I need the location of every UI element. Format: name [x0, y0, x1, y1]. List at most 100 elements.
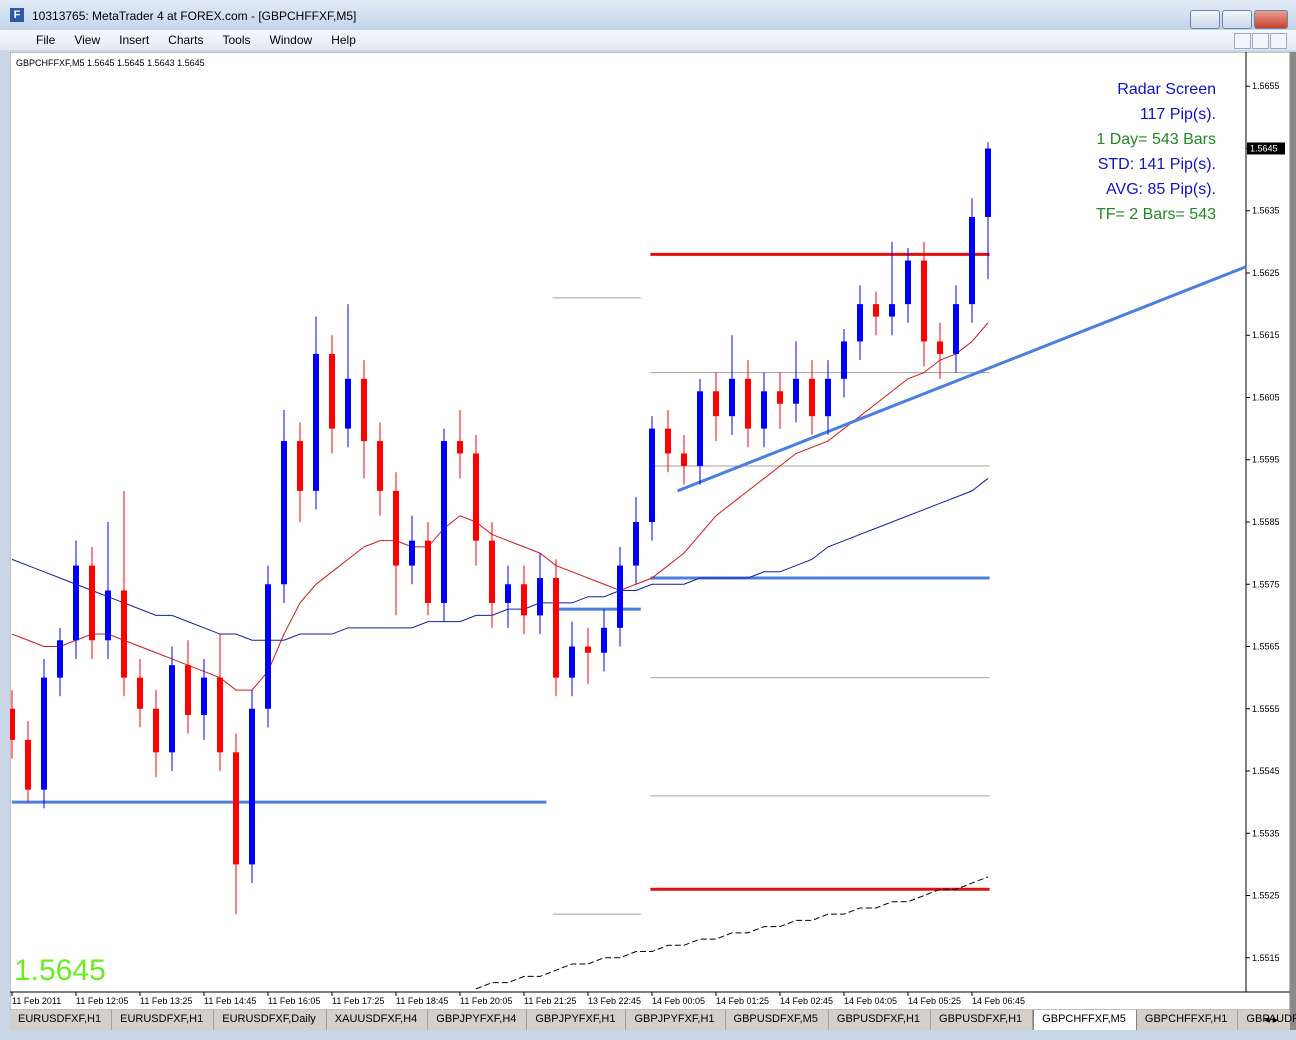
- x-tick-label: 11 Feb 2011: [12, 996, 61, 1006]
- candle-body: [713, 391, 719, 417]
- chart-tab[interactable]: GBPUSDFXF,H1: [931, 1010, 1034, 1030]
- candle-body: [473, 453, 479, 541]
- y-tick-label: 1.5585: [1252, 517, 1280, 527]
- candle-body: [393, 490, 399, 566]
- candle-body: [105, 590, 111, 641]
- chart-tab[interactable]: GBPCHFFXF,M5: [1033, 1010, 1137, 1031]
- y-tick-label: 1.5565: [1252, 642, 1280, 652]
- candle-body: [377, 441, 383, 491]
- y-tick-label: 1.5555: [1252, 704, 1280, 714]
- candle-body: [505, 584, 511, 603]
- x-tick-label: 11 Feb 17:25: [332, 996, 384, 1006]
- candle-body: [249, 708, 255, 865]
- x-tick-label: 11 Feb 13:25: [140, 996, 192, 1006]
- background-window: [1290, 52, 1296, 1040]
- menu-item[interactable]: Help: [331, 33, 356, 47]
- trendline: [677, 265, 1247, 493]
- chart-tab[interactable]: GBPAUDFXF,H4: [1238, 1010, 1296, 1030]
- candle-body: [521, 584, 527, 616]
- chart-tab[interactable]: GBPJPYFXF,H1: [527, 1010, 627, 1030]
- candle-body: [169, 665, 175, 753]
- child-close[interactable]: [1270, 33, 1287, 49]
- chart-tab[interactable]: XAUUSDFXF,H4: [327, 1010, 429, 1030]
- menu-item[interactable]: Window: [269, 33, 313, 47]
- y-tick-label: 1.5545: [1252, 766, 1280, 776]
- info-text: 117 Pip(s).: [1140, 106, 1216, 123]
- candle-body: [537, 578, 543, 616]
- chart-tab[interactable]: EURUSDFXF,Daily: [214, 1010, 327, 1030]
- info-text: 1 Day= 543 Bars: [1096, 131, 1216, 148]
- y-tick-label: 1.5575: [1252, 579, 1280, 589]
- candle-body: [233, 752, 239, 865]
- candle-body: [553, 578, 559, 678]
- child-restore[interactable]: [1252, 33, 1269, 49]
- x-tick-label: 11 Feb 20:05: [460, 996, 512, 1006]
- candle-body: [905, 260, 911, 305]
- chart: GBPCHFFXF,M5 1.5645 1.5645 1.5643 1.5645…: [10, 52, 1290, 1010]
- candle-body: [25, 739, 31, 790]
- candle-body: [281, 441, 287, 585]
- moving-average: [11, 478, 989, 641]
- candle-body: [729, 378, 735, 417]
- app-icon: F: [10, 8, 24, 22]
- chart-tab[interactable]: GBPJPYFXF,H1: [626, 1010, 726, 1030]
- x-tick-label: 14 Feb 05:25: [908, 996, 961, 1006]
- menu-item[interactable]: Tools: [222, 33, 251, 47]
- chart-tab[interactable]: GBPUSDFXF,M5: [726, 1010, 829, 1030]
- info-text: TF= 2 Bars= 543: [1096, 206, 1216, 223]
- x-tick-label: 11 Feb 21:25: [524, 996, 576, 1006]
- candle-body: [793, 378, 799, 404]
- candle-body: [601, 627, 607, 653]
- price-tag: [1247, 142, 1285, 155]
- candle-body: [73, 565, 79, 641]
- x-tick-label: 11 Feb 12:05: [76, 996, 128, 1006]
- x-tick-label: 14 Feb 06:45: [972, 996, 1025, 1006]
- menu-item[interactable]: Insert: [119, 33, 150, 47]
- chart-tab[interactable]: GBPJPYFXF,H4: [428, 1010, 528, 1030]
- x-tick-label: 14 Feb 04:05: [844, 996, 897, 1006]
- candle-body: [10, 708, 15, 740]
- menu-item[interactable]: Charts: [168, 33, 204, 47]
- candle-body: [681, 453, 687, 466]
- chart-tab[interactable]: GBPCHFFXF,H1: [1137, 1010, 1239, 1030]
- x-tick-label: 11 Feb 18:45: [396, 996, 448, 1006]
- window-frame: [0, 1030, 1296, 1040]
- candle-body: [633, 522, 639, 566]
- info-text: Radar Screen: [1117, 81, 1216, 98]
- candle-body: [889, 304, 895, 317]
- candle-body: [953, 304, 959, 354]
- candle-body: [137, 677, 143, 709]
- chart-tab[interactable]: EURUSDFXF,H1: [10, 1010, 113, 1030]
- y-tick-label: 1.5515: [1252, 953, 1280, 963]
- candle-body: [825, 378, 831, 417]
- candle-body: [985, 148, 991, 217]
- info-text: AVG: 85 Pip(s).: [1106, 181, 1216, 198]
- candle-body: [809, 378, 815, 417]
- title-bar: F 10313765: MetaTrader 4 at FOREX.com - …: [0, 0, 1296, 30]
- chart-tab[interactable]: GBPUSDFXF,H1: [829, 1010, 932, 1030]
- last-price: 1.5645: [14, 954, 106, 987]
- chart-tab[interactable]: EURUSDFXF,H1: [112, 1010, 215, 1030]
- minimize-button[interactable]: [1190, 10, 1220, 29]
- restore-button[interactable]: [1222, 10, 1252, 29]
- candle-body: [361, 378, 367, 442]
- candle-body: [121, 590, 127, 678]
- candle-body: [265, 584, 271, 709]
- x-tick-label: 13 Feb 22:45: [588, 996, 641, 1006]
- candle-body: [649, 428, 655, 522]
- tab-scroll[interactable]: ◂ ▸: [1264, 1014, 1279, 1026]
- menu-item[interactable]: File: [36, 33, 56, 47]
- candle-body: [89, 565, 95, 641]
- menu: File View Insert Charts Tools Window Help: [36, 33, 375, 47]
- chart-background: [10, 52, 1290, 1010]
- menu-item[interactable]: View: [74, 33, 101, 47]
- child-minimize[interactable]: [1234, 33, 1251, 49]
- x-tick-label: 11 Feb 16:05: [268, 996, 320, 1006]
- candle-body: [569, 646, 575, 678]
- candle-body: [297, 441, 303, 491]
- y-tick-label: 1.5605: [1252, 392, 1280, 402]
- chart-header: GBPCHFFXF,M5 1.5645 1.5645 1.5643 1.5645: [16, 58, 205, 68]
- close-button[interactable]: [1254, 10, 1288, 29]
- y-tick-label: 1.5595: [1252, 455, 1280, 465]
